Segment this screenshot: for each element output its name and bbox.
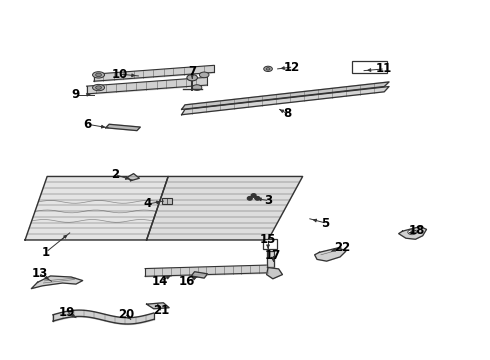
Polygon shape [106,124,140,131]
Text: 4: 4 [144,198,152,211]
Ellipse shape [96,73,101,77]
Text: 9: 9 [72,88,80,101]
Polygon shape [31,276,83,289]
Text: 12: 12 [284,60,300,73]
Ellipse shape [187,75,197,81]
FancyBboxPatch shape [162,198,172,204]
Polygon shape [127,174,139,181]
Text: 6: 6 [83,118,92,131]
Ellipse shape [199,72,209,78]
Ellipse shape [192,85,202,90]
Text: 11: 11 [376,62,392,75]
Ellipse shape [266,68,270,70]
Ellipse shape [93,72,104,78]
Polygon shape [267,251,274,267]
Text: 13: 13 [31,267,48,280]
Text: 2: 2 [111,168,120,181]
Text: 10: 10 [112,68,128,81]
Polygon shape [399,226,426,239]
Ellipse shape [264,66,272,72]
Text: 21: 21 [153,304,169,317]
Polygon shape [182,82,389,109]
Polygon shape [315,248,346,261]
Polygon shape [25,176,168,240]
Text: 8: 8 [283,107,292,120]
Polygon shape [182,86,389,115]
Text: 1: 1 [42,246,50,259]
Polygon shape [147,303,169,309]
Polygon shape [191,272,208,278]
Text: 22: 22 [334,240,350,253]
Ellipse shape [408,230,416,235]
Text: 19: 19 [59,306,75,319]
Text: 7: 7 [188,65,196,78]
Text: 3: 3 [264,194,272,207]
Circle shape [247,197,252,200]
FancyBboxPatch shape [352,61,387,73]
Ellipse shape [96,86,101,89]
FancyBboxPatch shape [263,239,277,249]
Text: 15: 15 [260,234,276,247]
Polygon shape [267,267,282,279]
Text: 17: 17 [265,249,281,262]
Text: 18: 18 [409,224,425,237]
Text: 5: 5 [321,217,330,230]
Text: 14: 14 [151,275,168,288]
Circle shape [255,197,260,200]
Text: 20: 20 [118,308,134,321]
Polygon shape [147,176,303,240]
Circle shape [251,194,256,197]
Text: 16: 16 [178,275,195,288]
Ellipse shape [93,84,104,91]
